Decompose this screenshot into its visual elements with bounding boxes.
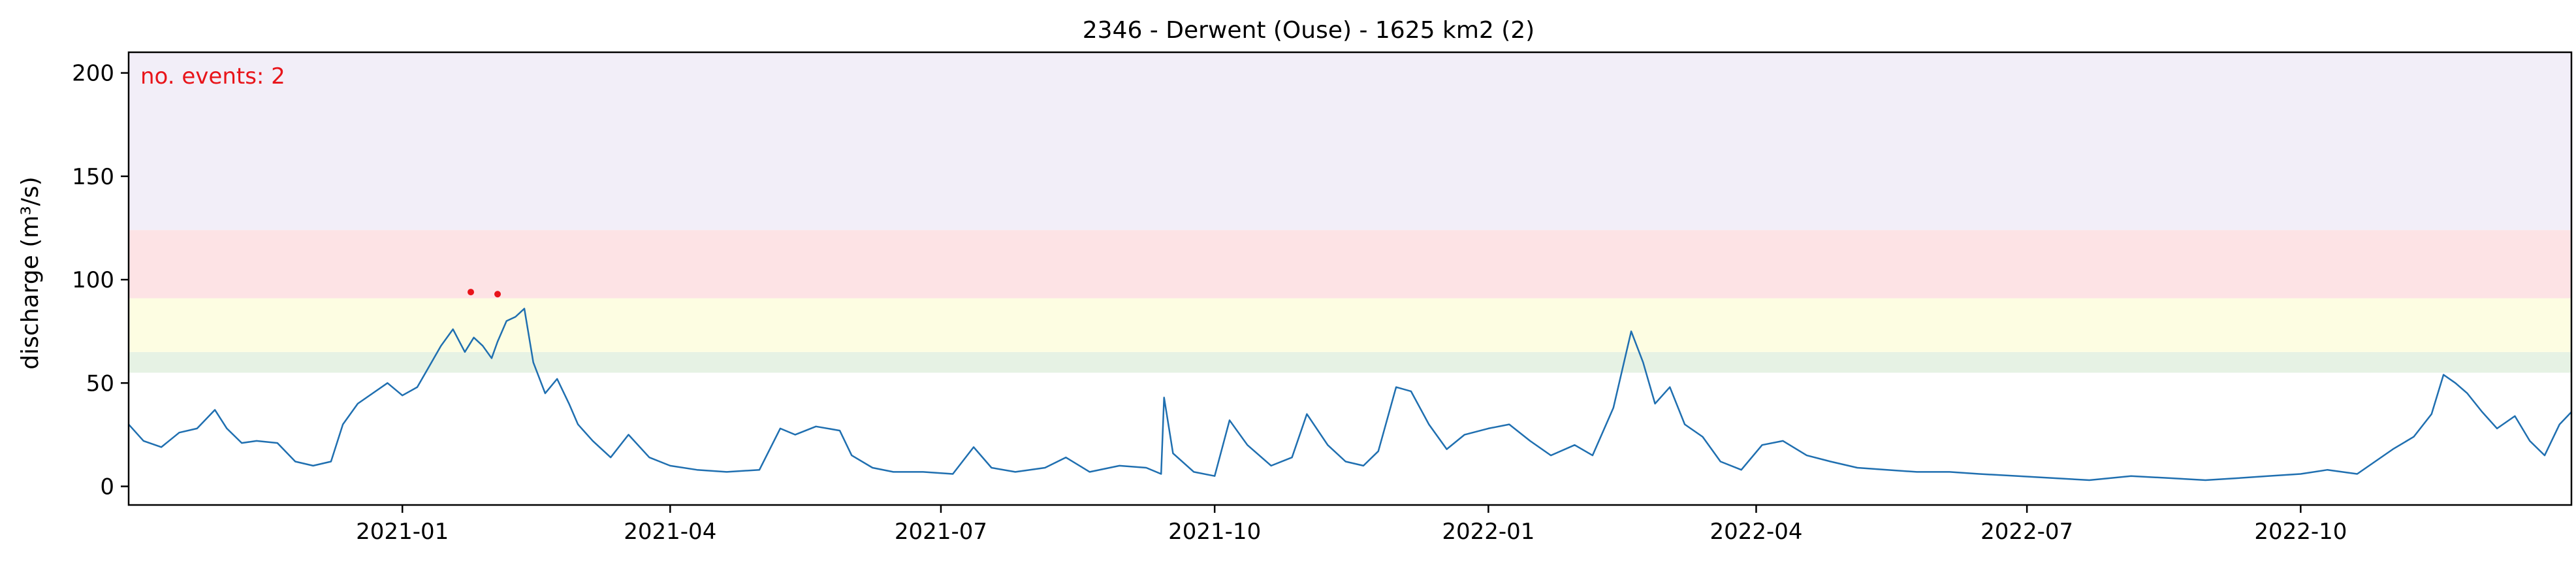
x-tick-label-4: 2022-01 [1442,519,1534,545]
x-tick-label-3: 2021-10 [1168,519,1261,545]
threshold-bands [129,52,2571,373]
x-tick-label-0: 2021-01 [356,519,449,545]
band-2 [129,230,2571,299]
x-tick-label-5: 2022-04 [1709,519,1802,545]
x-tick-label-7: 2022-10 [2254,519,2347,545]
band-0 [129,351,2571,373]
event-marker-1 [494,291,501,298]
series-line-0 [128,308,2572,481]
x-tick-label-2: 2021-07 [895,519,987,545]
y-tick-label-100: 100 [72,267,114,293]
y-tick-label-200: 200 [72,61,114,87]
y-tick-label-0: 0 [100,474,114,500]
plot-frame [127,51,2573,506]
band-3 [129,52,2571,231]
x-tick-label-1: 2021-04 [624,519,716,545]
y-tick-label-150: 150 [72,164,114,190]
event-markers [468,289,501,298]
y-tick-label-50: 50 [86,370,114,397]
band-1 [129,298,2571,352]
x-tick-label-6: 2022-07 [1980,519,2073,545]
x-axis: 2021-01 2021-04 2021-07 2021-10 2022-01 2022-… [356,505,2347,545]
events-count-annotation: no. events: 2 [140,63,285,89]
event-marker-0 [468,289,475,296]
chart-title: 2346 - Derwent (Ouse) - 1625 km2 (2) [1083,17,1534,44]
y-axis: 0 50 100 150 200 [72,61,129,500]
discharge-series [128,308,2572,481]
y-axis-title: discharge (m³/s) [17,176,44,369]
